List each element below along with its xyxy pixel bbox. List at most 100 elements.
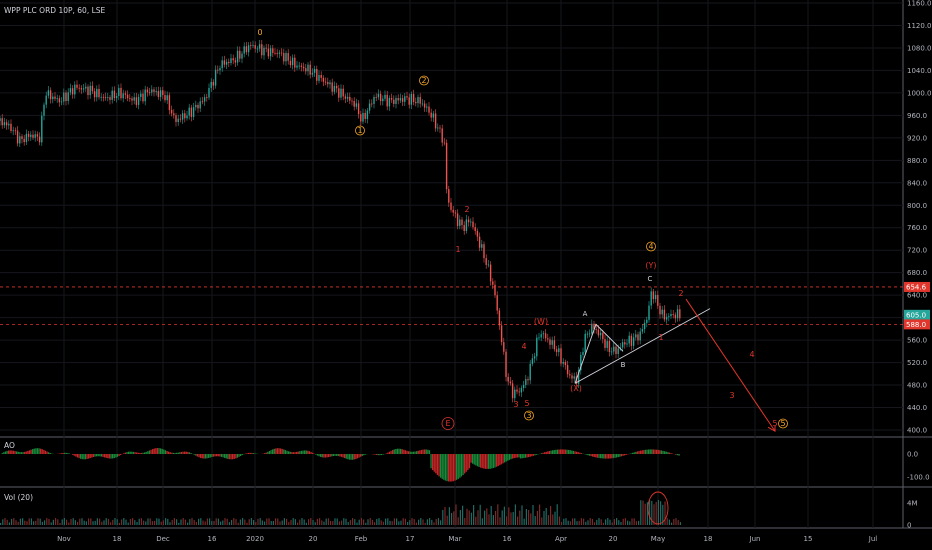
volume-bar xyxy=(103,520,105,525)
ao-bar xyxy=(19,452,21,454)
volume-bar xyxy=(541,517,543,525)
ao-bar xyxy=(571,450,573,454)
ao-bar xyxy=(558,449,560,454)
volume-bar xyxy=(349,520,351,525)
volume-bar xyxy=(92,521,94,525)
ao-axis: 0.0 -100.0 xyxy=(907,451,930,482)
candle-body xyxy=(124,93,127,95)
ao-bar xyxy=(155,448,157,454)
price-badge xyxy=(904,281,930,292)
candle-body xyxy=(573,376,575,379)
candle-body xyxy=(615,346,617,355)
volume-bar xyxy=(189,519,191,525)
volume-bar xyxy=(453,511,455,525)
candle-body xyxy=(434,113,437,129)
ao-bar xyxy=(220,454,223,457)
candle-body xyxy=(474,227,476,231)
ao-bar xyxy=(468,454,471,469)
volume-bar xyxy=(305,522,307,525)
volume-bar xyxy=(479,504,481,525)
ao-bar xyxy=(603,454,605,459)
ao-bar xyxy=(622,454,624,456)
volume-bar xyxy=(270,521,272,525)
volume-bar xyxy=(521,505,523,525)
candle-body xyxy=(340,88,342,98)
ao-bar xyxy=(457,454,459,479)
volume-bar xyxy=(677,520,679,525)
volume-bar xyxy=(182,518,184,525)
candle-body xyxy=(184,113,186,119)
volume-bar xyxy=(136,521,138,525)
ao-bar xyxy=(609,454,611,459)
volume-bar xyxy=(259,518,261,525)
volume-bar xyxy=(37,518,39,525)
volume-bar xyxy=(310,518,312,525)
ao-bar xyxy=(283,449,285,454)
wave-label: (X) xyxy=(570,384,582,393)
candle-body xyxy=(272,48,274,53)
ao-bar xyxy=(238,454,240,457)
volume-bar xyxy=(253,520,255,525)
ao-bar xyxy=(176,452,178,454)
volume-bar xyxy=(158,518,160,525)
candle-body xyxy=(624,342,626,345)
volume-bar xyxy=(213,520,215,525)
volume-bar xyxy=(378,518,380,525)
ao-bar xyxy=(32,449,34,454)
volume-bar xyxy=(261,520,263,525)
ao-bar xyxy=(587,454,589,456)
candle-body xyxy=(597,329,600,336)
candle-body xyxy=(672,314,674,315)
candle-body xyxy=(267,48,270,57)
candle-body xyxy=(45,95,47,105)
ao-bar xyxy=(644,449,647,454)
volume-bar xyxy=(272,521,274,525)
candle-body xyxy=(386,94,388,107)
time-tick: Dec xyxy=(156,535,170,543)
volume-bar xyxy=(398,521,400,525)
ao-bar xyxy=(78,454,80,459)
ao-bar xyxy=(419,450,421,454)
time-tick: Mar xyxy=(448,535,461,543)
volume-bar xyxy=(63,518,65,525)
candle-body xyxy=(384,94,386,99)
volume-bar xyxy=(250,518,252,525)
ao-bar xyxy=(68,453,71,454)
candle-body xyxy=(133,97,135,101)
candle-body xyxy=(91,85,94,92)
volume-bar xyxy=(156,518,158,525)
candle-body xyxy=(668,316,670,317)
price-tick: 720.0 xyxy=(907,247,927,255)
candle-body xyxy=(175,115,177,123)
wave-label: 4 xyxy=(749,350,754,359)
candle-body xyxy=(78,87,80,89)
volume-bar xyxy=(631,518,633,525)
ao-bar xyxy=(352,454,354,460)
ao-bar xyxy=(451,454,453,482)
ao-bar xyxy=(523,454,525,459)
volume-bar xyxy=(264,521,266,525)
volume-bar xyxy=(231,519,233,525)
candle-body xyxy=(166,95,168,101)
ao-bar xyxy=(403,449,405,454)
ao-bar xyxy=(137,452,139,454)
price-tick: 520.0 xyxy=(907,359,927,367)
ao-bar xyxy=(665,451,667,454)
volume-bar xyxy=(490,505,492,525)
volume-bar xyxy=(510,512,512,525)
ao-bar xyxy=(73,454,75,456)
ao-bar xyxy=(358,454,360,458)
candle-body xyxy=(258,44,261,49)
ao-bar xyxy=(604,454,607,459)
ao-bar xyxy=(592,454,594,457)
ao-bar xyxy=(329,454,331,457)
ao-bar xyxy=(304,450,306,454)
volume-bar xyxy=(539,504,541,525)
wave-label: E xyxy=(445,419,450,428)
candle-body xyxy=(584,333,586,353)
ao-bar xyxy=(611,454,613,459)
candle-body xyxy=(338,88,340,98)
candle-body xyxy=(287,53,289,61)
price-tick: 560.0 xyxy=(907,337,927,345)
